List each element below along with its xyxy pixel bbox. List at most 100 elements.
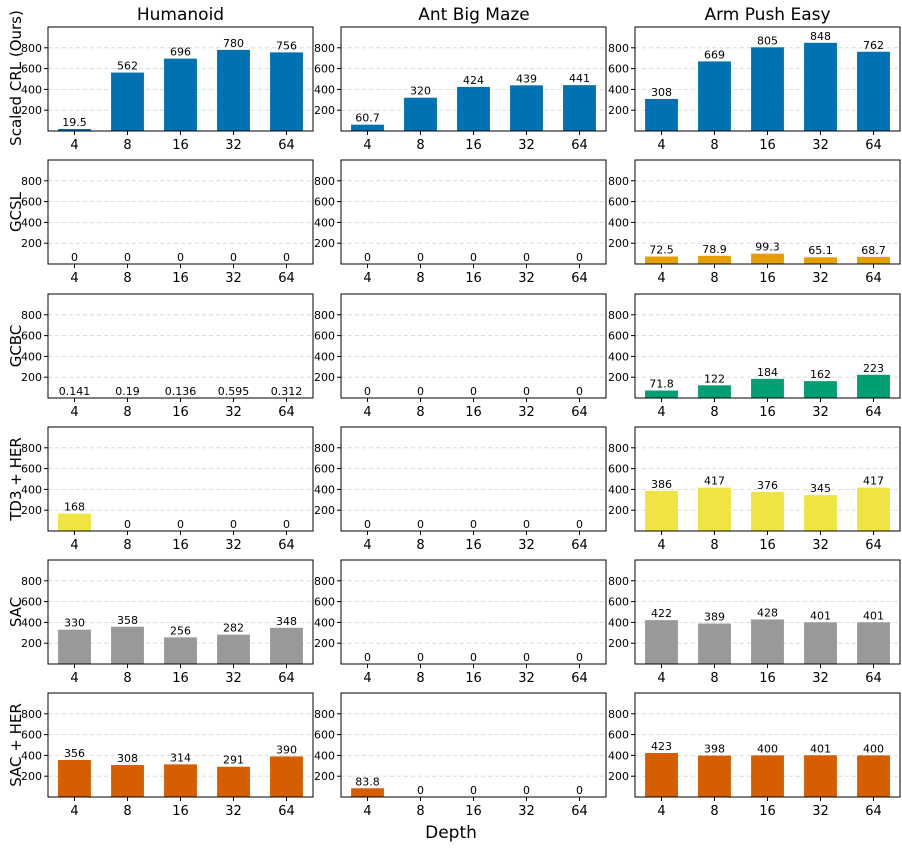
column-title-ant-big-maze: Ant Big Maze [418, 5, 530, 25]
y-tick-label: 600 [21, 196, 42, 209]
data-label: 696 [170, 46, 191, 59]
bar-64 [857, 374, 890, 398]
data-label: 0.595 [218, 385, 250, 398]
bar-16 [164, 764, 197, 797]
bar-4 [58, 759, 91, 797]
y-tick-label: 800 [608, 575, 629, 588]
y-tick-label: 800 [21, 575, 42, 588]
y-tick-label: 400 [314, 83, 335, 96]
x-tick-label: 64 [571, 138, 588, 153]
bar-8 [111, 72, 144, 131]
x-tick-label: 4 [363, 271, 371, 286]
y-tick-label: 800 [608, 309, 629, 322]
data-label: 805 [757, 34, 778, 47]
panel-r4-c0: 200 400 600 800 330 4 358 8 256 16 282 32 348 64 [21, 559, 314, 686]
x-tick-label: 16 [172, 138, 189, 153]
x-tick-label: 16 [759, 405, 776, 420]
data-label: 0 [470, 518, 477, 531]
y-tick-label: 800 [608, 442, 629, 455]
y-tick-label: 400 [608, 749, 629, 762]
data-label: 0 [71, 251, 78, 264]
x-tick-label: 32 [225, 671, 242, 686]
y-tick-label: 400 [21, 749, 42, 762]
panel-frame [47, 159, 314, 265]
x-tick-label: 4 [657, 138, 665, 153]
panel-r2-c2: 200 400 600 800 71.8 4 122 8 184 16 162 32 223 64 [608, 293, 901, 420]
panel-r0-c1: 200 400 600 800 60.7 4 320 8 424 16 439 32 441 64 [314, 26, 607, 153]
y-tick-label: 800 [21, 708, 42, 721]
bar-64 [857, 51, 890, 131]
data-label: 422 [651, 607, 672, 620]
bar-16 [751, 378, 784, 398]
bar-16 [751, 619, 784, 664]
y-tick-label: 600 [608, 196, 629, 209]
y-tick-label: 600 [314, 729, 335, 742]
data-label: 0 [523, 784, 530, 797]
x-tick-label: 16 [759, 138, 776, 153]
y-tick-label: 200 [314, 371, 335, 384]
x-tick-label: 16 [172, 405, 189, 420]
bar-64 [857, 622, 890, 664]
x-tick-label: 4 [70, 538, 78, 553]
bar-64 [270, 627, 303, 664]
x-tick-label: 64 [278, 671, 295, 686]
x-tick-label: 32 [518, 405, 535, 420]
x-tick-label: 32 [812, 804, 829, 819]
data-label: 0 [124, 518, 131, 531]
y-tick-label: 200 [314, 770, 335, 783]
data-label: 308 [651, 86, 672, 99]
x-tick-label: 32 [225, 271, 242, 286]
x-tick-label: 16 [465, 538, 482, 553]
panel-frame [634, 426, 901, 532]
x-tick-label: 64 [865, 405, 882, 420]
data-label: 356 [64, 747, 85, 760]
data-label: 762 [863, 39, 884, 52]
x-tick-label: 32 [812, 405, 829, 420]
y-tick-label: 400 [314, 483, 335, 496]
x-tick-label: 8 [416, 138, 424, 153]
y-tick-label: 400 [608, 350, 629, 363]
y-tick-label: 600 [21, 63, 42, 76]
y-tick-label: 600 [314, 196, 335, 209]
x-tick-label: 8 [710, 138, 718, 153]
data-label: 184 [757, 366, 778, 379]
y-tick-label: 800 [21, 442, 42, 455]
data-label: 780 [223, 37, 244, 50]
x-tick-label: 16 [172, 671, 189, 686]
x-tick-label: 16 [465, 804, 482, 819]
data-label: 0 [470, 251, 477, 264]
x-tick-label: 16 [759, 538, 776, 553]
x-tick-label: 64 [865, 538, 882, 553]
x-tick-label: 64 [571, 671, 588, 686]
data-label: 0 [364, 251, 371, 264]
bar-16 [751, 491, 784, 531]
y-tick-label: 600 [21, 330, 42, 343]
x-tick-label: 64 [278, 138, 295, 153]
data-label: 756 [276, 39, 297, 52]
bar-4 [58, 128, 91, 131]
x-tick-label: 8 [710, 804, 718, 819]
y-tick-label: 200 [314, 237, 335, 250]
data-label: 0 [470, 784, 477, 797]
y-tick-label: 800 [608, 708, 629, 721]
panel-frame [634, 293, 901, 399]
data-label: 400 [757, 742, 778, 755]
data-label: 0 [417, 518, 424, 531]
data-label: 314 [170, 751, 191, 764]
x-tick-label: 64 [278, 271, 295, 286]
bar-8 [698, 487, 731, 531]
x-tick-label: 4 [363, 538, 371, 553]
y-tick-label: 200 [21, 371, 42, 384]
y-tick-label: 600 [314, 463, 335, 476]
bar-32 [217, 49, 250, 131]
bar-4 [58, 513, 91, 531]
bar-16 [164, 637, 197, 664]
x-tick-label: 8 [416, 405, 424, 420]
data-label: 401 [810, 609, 831, 622]
data-label: 0 [364, 385, 371, 398]
data-label: 389 [704, 611, 725, 624]
data-label: 0 [523, 385, 530, 398]
y-tick-label: 800 [314, 708, 335, 721]
data-label: 0 [417, 651, 424, 664]
